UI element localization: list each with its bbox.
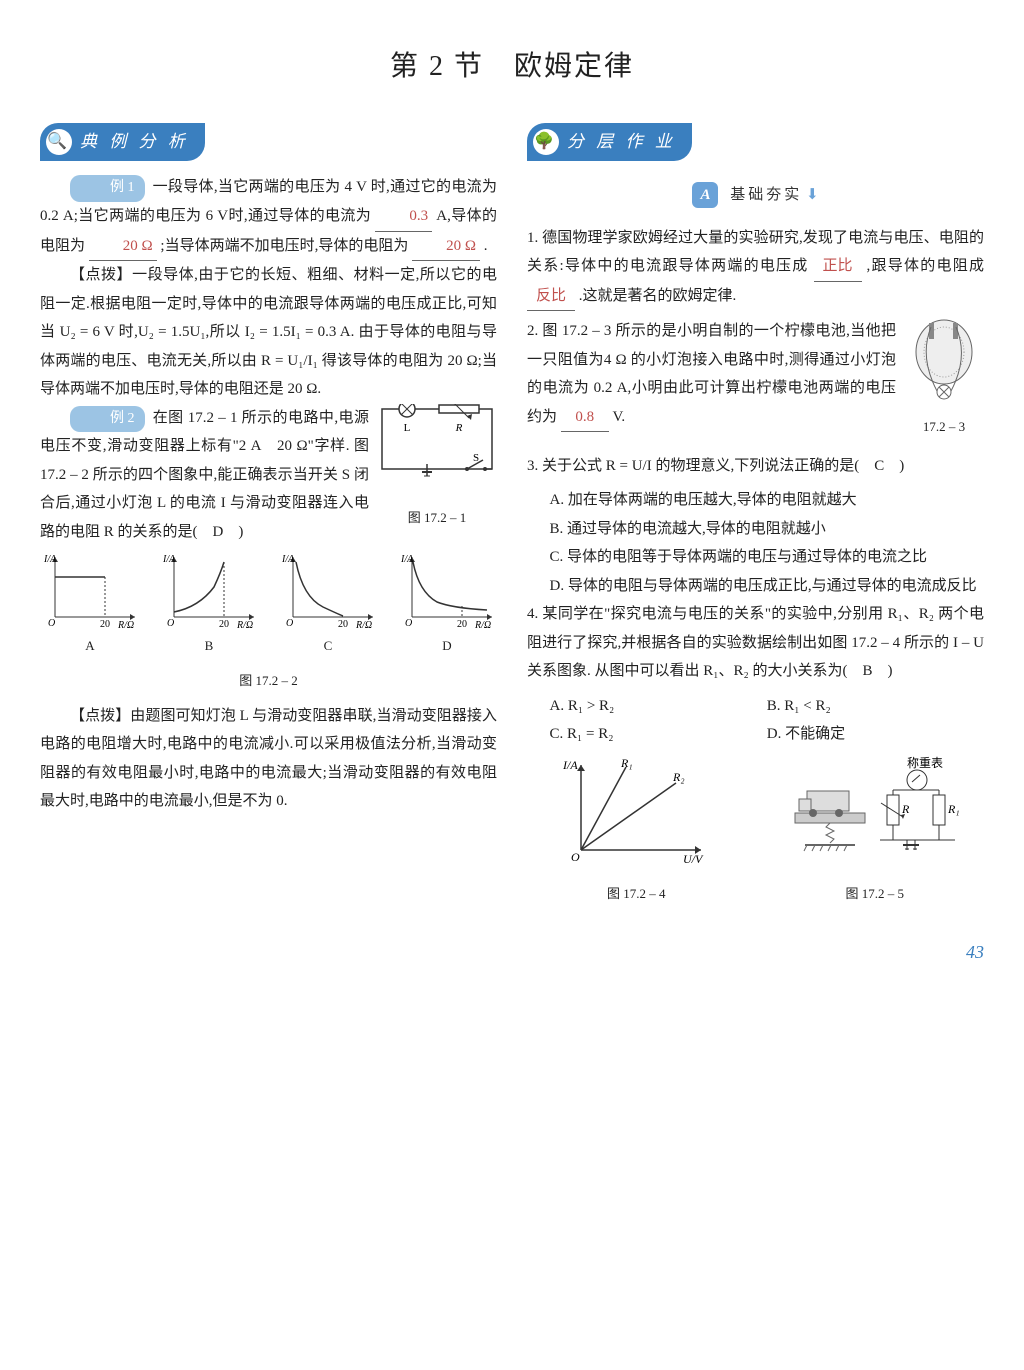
q1-text-c: .这就是著名的欧姆定律. [579,288,737,304]
hint-label: 【点拨】 [70,267,132,283]
ex1-text-d: . [484,238,488,254]
question-1: 1. 德国物理学家欧姆经过大量的实验研究,发现了电流与电压、电阻的关系:导体中的… [527,224,984,312]
question-4-stem: 4. 某同学在"探究电流与电压的关系"的实验中,分别用 R₁、R₂ 两个电阻进行… [527,600,984,686]
fig-17-2-3-caption: 17.2 – 3 [904,415,984,440]
graph-options-row: I/A R/Ω O 20 A I/A R/Ω O [40,552,497,667]
svg-text:O: O [167,618,174,629]
question-3-stem: 3. 关于公式 R = U/I 的物理意义,下列说法正确的是( C ) [527,452,984,481]
q4-opt-c: C. R₁ = R₂ [550,720,767,749]
svg-text:O: O [48,618,55,629]
page-number: 43 [40,935,984,969]
svg-text:L: L [404,422,411,434]
svg-text:R/Ω: R/Ω [117,620,134,631]
graph-c-label: C [278,634,378,659]
svg-text:20: 20 [100,619,110,630]
q4-figures: I/A U/V O R₁ R₂ 图 17.2 – 4 称重表 [527,755,984,915]
q4-opt-b: B. R₁ < R₂ [767,692,984,721]
ex1-hint-text: 一段导体,由于它的长短、粗细、材料一定,所以它的电阻一定.根据电阻一定时,导体中… [40,267,497,397]
down-arrow-icon: ⬇ [806,187,819,203]
svg-text:O: O [405,618,412,629]
example2-label: 例 2 [70,406,145,433]
graph-c: I/A R/Ω O 20 C [278,552,378,667]
ex1-blank1: 0.3 [375,202,432,232]
ex1-blank3: 20 Ω [412,232,480,262]
right-column: 🌳 分 层 作 业 A 基础夯实 ⬇ 1. 德国物理学家欧姆经过大量的实验研究,… [527,123,984,915]
magnifier-icon: 🔍 [46,129,72,155]
svg-text:I/A: I/A [162,554,176,565]
question-3-options: A. 加在导体两端的电压越大,导体的电阻就越大 B. 通过导体的电流越大,导体的… [550,486,985,600]
examples-badge: 🔍 典 例 分 析 [40,123,205,161]
graph-a-label: A [40,634,140,659]
svg-text:I/A: I/A [43,554,57,565]
level-letter: A [692,182,718,208]
svg-text:R/Ω: R/Ω [236,620,253,631]
question-4-options: A. R₁ > R₂ B. R₁ < R₂ C. R₁ = R₂ D. 不能确定 [550,692,985,749]
ex1-blank2: 20 Ω [89,232,157,262]
svg-text:20: 20 [219,619,229,630]
svg-text:R₁: R₁ [620,756,633,770]
tree-icon: 🌳 [533,129,559,155]
level-a-badge: A 基础夯实 ⬇ [527,181,984,210]
example1-label: 例 1 [70,175,145,202]
svg-text:U/V: U/V [683,852,704,866]
q2-blank1: 0.8 [561,403,609,433]
graph-b: I/A R/Ω O 20 B [159,552,259,667]
section-title: 第 2 节 欧姆定律 [40,40,984,93]
svg-text:I/A: I/A [400,554,414,565]
example1-body: 例 1 一段导体,当它两端的电压为 4 V 时,通过它的电流为 0.2 A;当它… [40,173,497,261]
svg-text:O: O [571,850,580,864]
svg-text:I/A: I/A [562,758,578,772]
graph-d-label: D [397,634,497,659]
fig-17-2-2-caption: 图 17.2 – 2 [40,669,497,694]
svg-text:20: 20 [338,619,348,630]
svg-text:R: R [901,802,910,816]
q4-opt-d: D. 不能确定 [767,720,984,749]
ex1-text-c: ;当导体两端不加电压时,导体的电阻为 [160,238,408,254]
fig-17-2-5-caption: 图 17.2 – 5 [766,882,985,907]
fig-17-2-5: 称重表 R [766,755,985,915]
homework-badge-text: 分 层 作 业 [567,126,676,158]
content-columns: 🔍 典 例 分 析 例 1 一段导体,当它两端的电压为 4 V 时,通过它的电流… [40,123,984,915]
q2-text-b: V. [613,409,626,425]
example2-hint: 【点拨】由题图可知灯泡 L 与滑动变阻器串联,当滑动变阻器接入电路的电阻增大时,… [40,702,497,816]
graph-a: I/A R/Ω O 20 A [40,552,140,667]
graph-d: I/A R/Ω O 20 D [397,552,497,667]
hint2-label: 【点拨】 [70,708,130,724]
fig-17-2-4: I/A U/V O R₁ R₂ 图 17.2 – 4 [527,755,746,915]
lemon-battery-figure: 17.2 – 3 [904,317,984,447]
circuit-figure-17-2-1: L R S 图 17.2 – 1 [377,404,497,539]
q3-opt-b: B. 通过导体的电流越大,导体的电阻就越小 [550,515,985,544]
graph-b-label: B [159,634,259,659]
fig-17-2-4-caption: 图 17.2 – 4 [527,882,746,907]
q1-blank2: 反比 [527,282,575,312]
svg-text:R₁: R₁ [947,802,960,816]
q3-opt-d: D. 导体的电阻与导体两端的电压成正比,与通过导体的电流成反比 [550,572,985,601]
examples-badge-text: 典 例 分 析 [80,126,189,158]
svg-text:20: 20 [457,619,467,630]
q3-opt-a: A. 加在导体两端的电压越大,导体的电阻就越大 [550,486,985,515]
homework-badge: 🌳 分 层 作 业 [527,123,692,161]
svg-text:R/Ω: R/Ω [355,620,372,631]
svg-text:O: O [286,618,293,629]
fig-17-2-1-caption: 图 17.2 – 1 [377,506,497,531]
svg-text:称重表: 称重表 [907,756,943,770]
svg-text:R₂: R₂ [672,770,685,784]
left-column: 🔍 典 例 分 析 例 1 一段导体,当它两端的电压为 4 V 时,通过它的电流… [40,123,497,915]
q1-blank1: 正比 [814,252,862,282]
svg-text:R: R [455,422,463,434]
q4-opt-a: A. R₁ > R₂ [550,692,767,721]
q1-text-b: ,跟导体的电阻成 [867,258,984,274]
svg-text:I/A: I/A [281,554,295,565]
example1-hint: 【点拨】一段导体,由于它的长短、粗细、材料一定,所以它的电阻一定.根据电阻一定时… [40,261,497,404]
level-text: 基础夯实 [730,187,802,203]
svg-text:R/Ω: R/Ω [474,620,491,631]
q3-opt-c: C. 导体的电阻等于导体两端的电压与通过导体的电流之比 [550,543,985,572]
svg-text:S: S [473,452,479,464]
